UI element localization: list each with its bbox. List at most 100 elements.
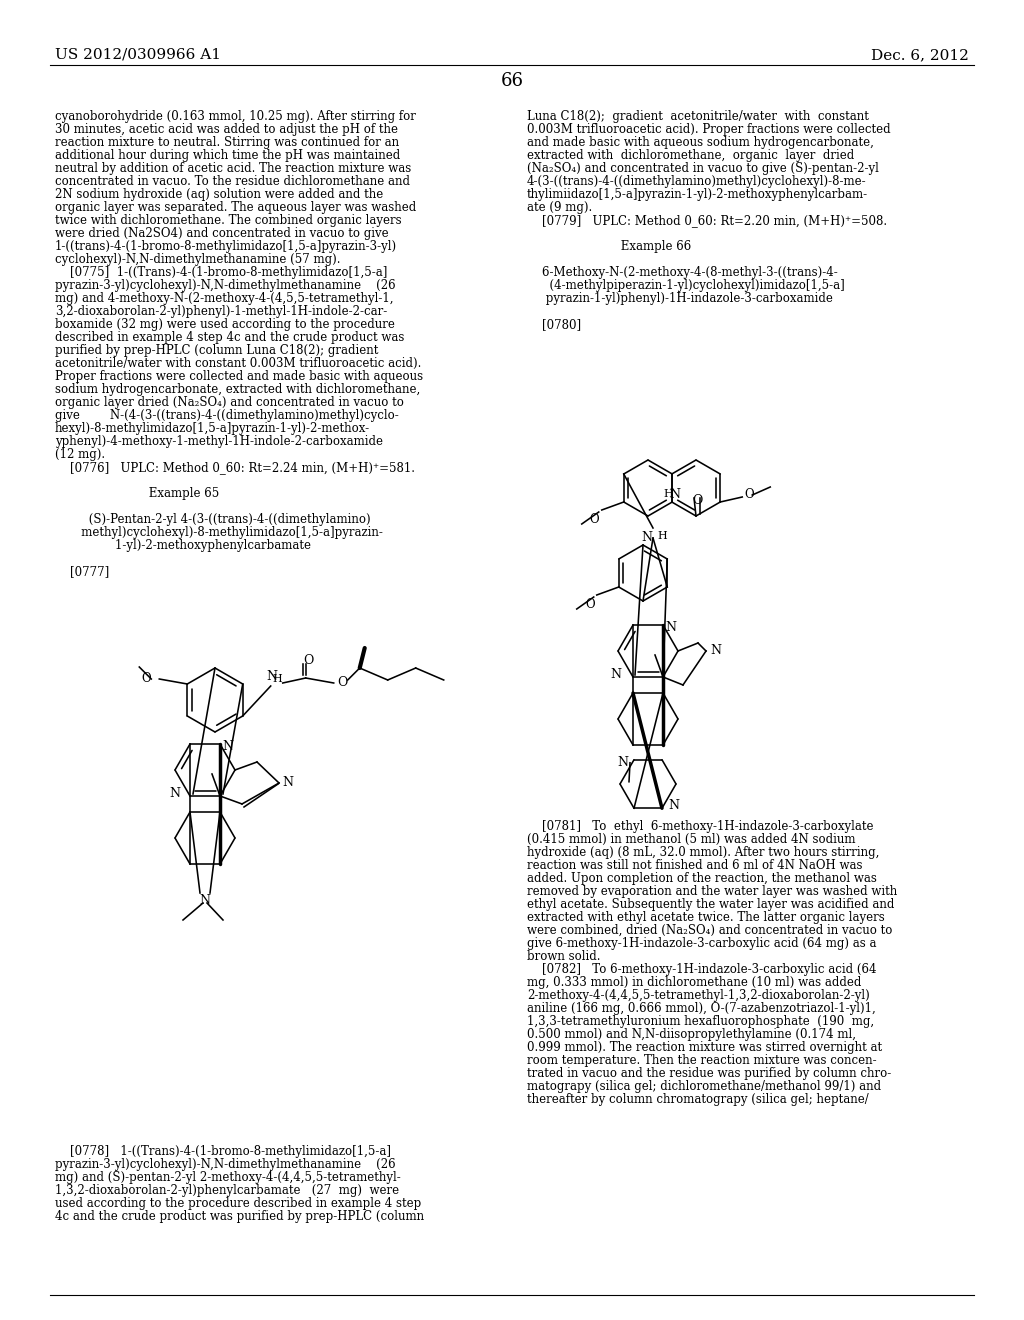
Text: 0.500 mmol) and N,N-diisopropylethylamine (0.174 ml,: 0.500 mmol) and N,N-diisopropylethylamin… xyxy=(527,1028,856,1041)
Text: 1,3,3-tetramethyluronium hexafluorophosphate  (190  mg,: 1,3,3-tetramethyluronium hexafluorophosp… xyxy=(527,1015,874,1028)
Text: pyrazin-3-yl)cyclohexyl)-N,N-dimethylmethanamine    (26: pyrazin-3-yl)cyclohexyl)-N,N-dimethylmet… xyxy=(55,279,395,292)
Text: 0.003M trifluoroacetic acid). Proper fractions were collected: 0.003M trifluoroacetic acid). Proper fra… xyxy=(527,123,891,136)
Text: Dec. 6, 2012: Dec. 6, 2012 xyxy=(871,48,969,62)
Text: additional hour during which time the pH was maintained: additional hour during which time the pH… xyxy=(55,149,400,162)
Text: (4-methylpiperazin-1-yl)cyclohexyl)imidazo[1,5-a]: (4-methylpiperazin-1-yl)cyclohexyl)imida… xyxy=(527,279,845,292)
Text: [0779]   UPLC: Method 0_60: Rt=2.20 min, (M+H)⁺=508.: [0779] UPLC: Method 0_60: Rt=2.20 min, (… xyxy=(527,214,887,227)
Text: were dried (Na2SO4) and concentrated in vacuo to give: were dried (Na2SO4) and concentrated in … xyxy=(55,227,389,240)
Text: pyrazin-3-yl)cyclohexyl)-N,N-dimethylmethanamine    (26: pyrazin-3-yl)cyclohexyl)-N,N-dimethylmet… xyxy=(55,1158,395,1171)
Text: pyrazin-1-yl)phenyl)-1H-indazole-3-carboxamide: pyrazin-1-yl)phenyl)-1H-indazole-3-carbo… xyxy=(527,292,833,305)
Text: 30 minutes, acetic acid was added to adjust the pH of the: 30 minutes, acetic acid was added to adj… xyxy=(55,123,398,136)
Text: N: N xyxy=(222,739,233,752)
Text: (S)-Pentan-2-yl 4-(3-((trans)-4-((dimethylamino): (S)-Pentan-2-yl 4-(3-((trans)-4-((dimeth… xyxy=(55,513,371,525)
Text: were combined, dried (Na₂SO₄) and concentrated in vacuo to: were combined, dried (Na₂SO₄) and concen… xyxy=(527,924,892,937)
Text: ethyl acetate. Subsequently the water layer was acidified and: ethyl acetate. Subsequently the water la… xyxy=(527,898,894,911)
Text: 6-Methoxy-N-(2-methoxy-4-(8-methyl-3-((trans)-4-: 6-Methoxy-N-(2-methoxy-4-(8-methyl-3-((t… xyxy=(527,267,838,279)
Text: acetonitrile/water with constant 0.003M trifluoroacetic acid).: acetonitrile/water with constant 0.003M … xyxy=(55,356,421,370)
Text: Proper fractions were collected and made basic with aqueous: Proper fractions were collected and made… xyxy=(55,370,423,383)
Text: purified by prep-HPLC (column Luna C18(2); gradient: purified by prep-HPLC (column Luna C18(2… xyxy=(55,345,379,356)
Text: 1-yl)-2-methoxyphenylcarbamate: 1-yl)-2-methoxyphenylcarbamate xyxy=(55,539,311,552)
Text: N: N xyxy=(710,644,721,657)
Text: described in example 4 step 4c and the crude product was: described in example 4 step 4c and the c… xyxy=(55,331,404,345)
Text: hexyl)-8-methylimidazo[1,5-a]pyrazin-1-yl)-2-methox-: hexyl)-8-methylimidazo[1,5-a]pyrazin-1-y… xyxy=(55,422,370,436)
Text: organic layer was separated. The aqueous layer was washed: organic layer was separated. The aqueous… xyxy=(55,201,416,214)
Text: N: N xyxy=(282,776,293,789)
Text: N: N xyxy=(665,620,676,634)
Text: (0.415 mmol) in methanol (5 ml) was added 4N sodium: (0.415 mmol) in methanol (5 ml) was adde… xyxy=(527,833,855,846)
Text: boxamide (32 mg) were used according to the procedure: boxamide (32 mg) were used according to … xyxy=(55,318,395,331)
Text: matograpy (silica gel; dichloromethane/methanol 99/1) and: matograpy (silica gel; dichloromethane/m… xyxy=(527,1080,881,1093)
Text: hydroxide (aq) (8 mL, 32.0 mmol). After two hours stirring,: hydroxide (aq) (8 mL, 32.0 mmol). After … xyxy=(527,846,880,859)
Text: methyl)cyclohexyl)-8-methylimidazo[1,5-a]pyrazin-: methyl)cyclohexyl)-8-methylimidazo[1,5-a… xyxy=(55,525,383,539)
Text: trated in vacuo and the residue was purified by column chro-: trated in vacuo and the residue was puri… xyxy=(527,1067,891,1080)
Text: Example 65: Example 65 xyxy=(55,487,219,500)
Text: removed by evaporation and the water layer was washed with: removed by evaporation and the water lay… xyxy=(527,884,897,898)
Text: H: H xyxy=(657,531,667,541)
Text: used according to the procedure described in example 4 step: used according to the procedure describe… xyxy=(55,1197,421,1210)
Text: thereafter by column chromatograpy (silica gel; heptane/: thereafter by column chromatograpy (sili… xyxy=(527,1093,868,1106)
Text: added. Upon completion of the reaction, the methanol was: added. Upon completion of the reaction, … xyxy=(527,873,877,884)
Text: (Na₂SO₄) and concentrated in vacuo to give (S)-pentan-2-yl: (Na₂SO₄) and concentrated in vacuo to gi… xyxy=(527,162,879,176)
Text: O: O xyxy=(744,487,754,500)
Text: brown solid.: brown solid. xyxy=(527,950,600,964)
Text: [0780]: [0780] xyxy=(527,318,582,331)
Text: H: H xyxy=(664,488,674,499)
Text: aniline (166 mg, 0.666 mmol), O-(7-azabenzotriazol-1-yl)1,: aniline (166 mg, 0.666 mmol), O-(7-azabe… xyxy=(527,1002,876,1015)
Text: 4c and the crude product was purified by prep-HPLC (column: 4c and the crude product was purified by… xyxy=(55,1210,424,1224)
Text: 66: 66 xyxy=(501,73,523,90)
Text: cyanoborohydride (0.163 mmol, 10.25 mg). After stirring for: cyanoborohydride (0.163 mmol, 10.25 mg).… xyxy=(55,110,416,123)
Text: cyclohexyl)-N,N-dimethylmethanamine (57 mg).: cyclohexyl)-N,N-dimethylmethanamine (57 … xyxy=(55,253,341,267)
Text: N: N xyxy=(266,671,278,682)
Text: mg) and (S)-pentan-2-yl 2-methoxy-4-(4,4,5,5-tetramethyl-: mg) and (S)-pentan-2-yl 2-methoxy-4-(4,4… xyxy=(55,1171,400,1184)
Text: O: O xyxy=(141,672,152,685)
Text: extracted with  dichloromethane,  organic  layer  dried: extracted with dichloromethane, organic … xyxy=(527,149,854,162)
Text: room temperature. Then the reaction mixture was concen-: room temperature. Then the reaction mixt… xyxy=(527,1053,877,1067)
Text: give        N-(4-(3-((trans)-4-((dimethylamino)methyl)cyclo-: give N-(4-(3-((trans)-4-((dimethylamino)… xyxy=(55,409,398,422)
Text: sodium hydrogencarbonate, extracted with dichloromethane,: sodium hydrogencarbonate, extracted with… xyxy=(55,383,420,396)
Text: [0775]  1-((Trans)-4-(1-bromo-8-methylimidazo[1,5-a]: [0775] 1-((Trans)-4-(1-bromo-8-methylimi… xyxy=(55,267,387,279)
Text: yphenyl)-4-methoxy-1-methyl-1H-indole-2-carboxamide: yphenyl)-4-methoxy-1-methyl-1H-indole-2-… xyxy=(55,436,383,447)
Text: neutral by addition of acetic acid. The reaction mixture was: neutral by addition of acetic acid. The … xyxy=(55,162,412,176)
Text: [0781]   To  ethyl  6-methoxy-1H-indazole-3-carboxylate: [0781] To ethyl 6-methoxy-1H-indazole-3-… xyxy=(527,820,873,833)
Text: [0778]   1-((Trans)-4-(1-bromo-8-methylimidazo[1,5-a]: [0778] 1-((Trans)-4-(1-bromo-8-methylimi… xyxy=(55,1144,391,1158)
Text: O: O xyxy=(303,653,314,667)
Text: [0782]   To 6-methoxy-1H-indazole-3-carboxylic acid (64: [0782] To 6-methoxy-1H-indazole-3-carbox… xyxy=(527,964,877,975)
Text: reaction mixture to neutral. Stirring was continued for an: reaction mixture to neutral. Stirring wa… xyxy=(55,136,399,149)
Text: reaction was still not finished and 6 ml of 4N NaOH was: reaction was still not finished and 6 ml… xyxy=(527,859,862,873)
Text: ate (9 mg).: ate (9 mg). xyxy=(527,201,592,214)
Text: 0.999 mmol). The reaction mixture was stirred overnight at: 0.999 mmol). The reaction mixture was st… xyxy=(527,1041,882,1053)
Text: O: O xyxy=(338,676,348,689)
Text: 3,2-dioxaborolan-2-yl)phenyl)-1-methyl-1H-indole-2-car-: 3,2-dioxaborolan-2-yl)phenyl)-1-methyl-1… xyxy=(55,305,387,318)
Text: [0777]: [0777] xyxy=(55,565,110,578)
Text: mg) and 4-methoxy-N-(2-methoxy-4-(4,5,5-tetramethyl-1,: mg) and 4-methoxy-N-(2-methoxy-4-(4,5,5-… xyxy=(55,292,393,305)
Text: extracted with ethyl acetate twice. The latter organic layers: extracted with ethyl acetate twice. The … xyxy=(527,911,885,924)
Text: 2N sodium hydroxide (aq) solution were added and the: 2N sodium hydroxide (aq) solution were a… xyxy=(55,187,383,201)
Text: US 2012/0309966 A1: US 2012/0309966 A1 xyxy=(55,48,221,62)
Text: N: N xyxy=(668,799,679,812)
Text: N: N xyxy=(617,756,628,770)
Text: (12 mg).: (12 mg). xyxy=(55,447,105,461)
Text: 2-methoxy-4-(4,4,5,5-tetramethyl-1,3,2-dioxaborolan-2-yl): 2-methoxy-4-(4,4,5,5-tetramethyl-1,3,2-d… xyxy=(527,989,869,1002)
Text: O: O xyxy=(585,598,595,611)
Text: organic layer dried (Na₂SO₄) and concentrated in vacuo to: organic layer dried (Na₂SO₄) and concent… xyxy=(55,396,403,409)
Text: mg, 0.333 mmol) in dichloromethane (10 ml) was added: mg, 0.333 mmol) in dichloromethane (10 m… xyxy=(527,975,861,989)
Text: Luna C18(2);  gradient  acetonitrile/water  with  constant: Luna C18(2); gradient acetonitrile/water… xyxy=(527,110,869,123)
Text: concentrated in vacuo. To the residue dichloromethane and: concentrated in vacuo. To the residue di… xyxy=(55,176,410,187)
Text: give 6-methoxy-1H-indazole-3-carboxylic acid (64 mg) as a: give 6-methoxy-1H-indazole-3-carboxylic … xyxy=(527,937,877,950)
Text: N: N xyxy=(169,788,180,800)
Text: [0776]   UPLC: Method 0_60: Rt=2.24 min, (M+H)⁺=581.: [0776] UPLC: Method 0_60: Rt=2.24 min, (… xyxy=(55,461,415,474)
Text: N: N xyxy=(200,895,211,908)
Text: thylimiidazo[1,5-a]pyrazin-1-yl)-2-methoxyphenylcarbam-: thylimiidazo[1,5-a]pyrazin-1-yl)-2-metho… xyxy=(527,187,868,201)
Text: and made basic with aqueous sodium hydrogencarbonate,: and made basic with aqueous sodium hydro… xyxy=(527,136,873,149)
Text: 4-(3-((trans)-4-((dimethylamino)methyl)cyclohexyl)-8-me-: 4-(3-((trans)-4-((dimethylamino)methyl)c… xyxy=(527,176,866,187)
Text: N: N xyxy=(670,487,681,500)
Text: O: O xyxy=(692,494,702,507)
Text: O: O xyxy=(589,513,599,525)
Text: 1-((trans)-4-(1-bromo-8-methylimidazo[1,5-a]pyrazin-3-yl): 1-((trans)-4-(1-bromo-8-methylimidazo[1,… xyxy=(55,240,397,253)
Text: 1,3,2-dioxaborolan-2-yl)phenylcarbamate   (27  mg)  were: 1,3,2-dioxaborolan-2-yl)phenylcarbamate … xyxy=(55,1184,399,1197)
Text: Example 66: Example 66 xyxy=(527,240,691,253)
Text: twice with dichloromethane. The combined organic layers: twice with dichloromethane. The combined… xyxy=(55,214,401,227)
Text: N: N xyxy=(610,668,621,681)
Text: H: H xyxy=(272,675,283,684)
Text: N: N xyxy=(641,531,652,544)
